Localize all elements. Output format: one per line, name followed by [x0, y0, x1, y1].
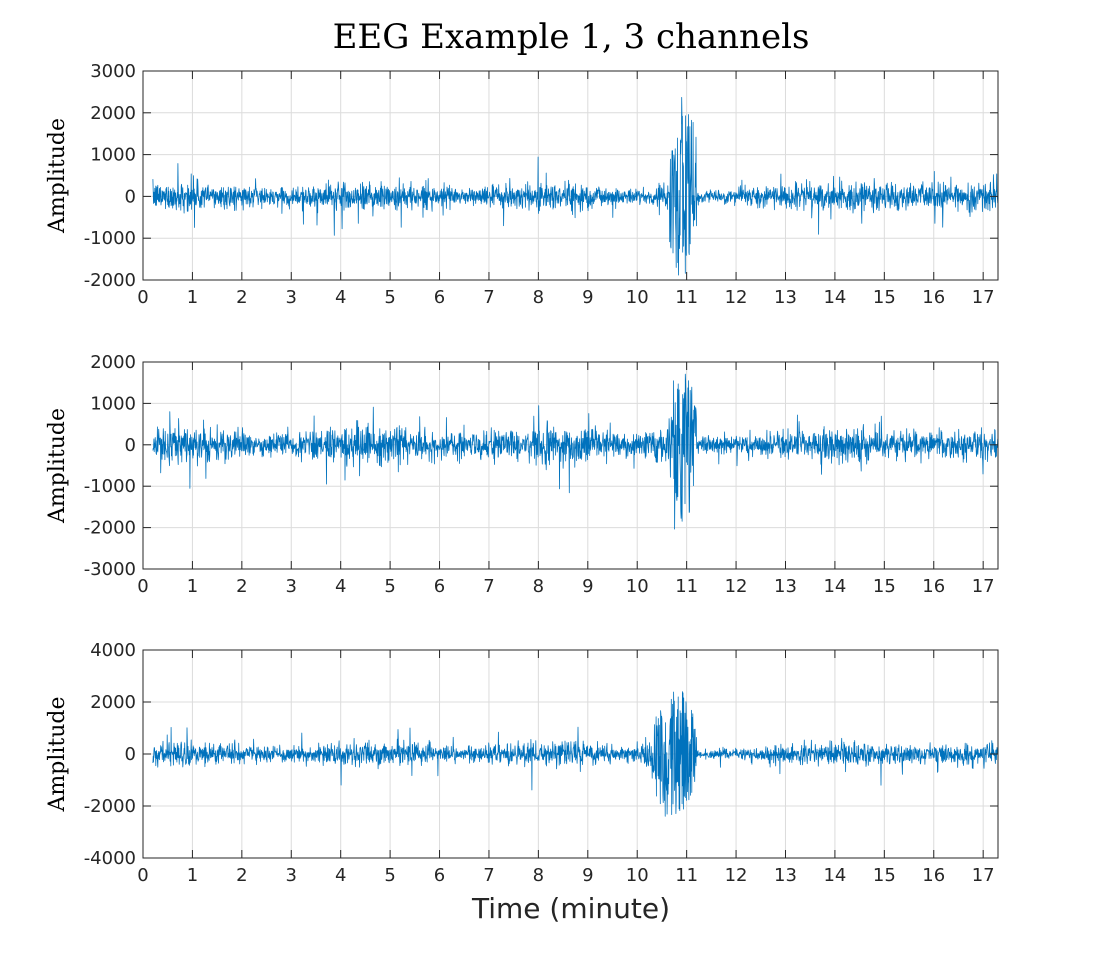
x-tick-label: 4: [335, 865, 346, 886]
x-tick-label: 9: [582, 865, 593, 886]
y-tick-label: 2000: [90, 692, 136, 713]
axes-box: [142, 361, 999, 570]
x-tick-label: 5: [384, 576, 395, 597]
x-tick-label: 3: [286, 865, 297, 886]
x-tick-label: 14: [823, 576, 846, 597]
x-tick-label: 7: [483, 865, 494, 886]
y-tick-label: -4000: [84, 848, 136, 869]
y-tick-label: 0: [125, 744, 136, 765]
y-tick-label: 4000: [90, 640, 136, 661]
axes-box: [142, 70, 999, 281]
y-axis-label: Amplitude: [45, 408, 70, 524]
x-tick-label: 14: [823, 287, 846, 308]
x-tick-label: 0: [137, 576, 148, 597]
x-tick-label: 1: [187, 865, 198, 886]
x-axis-label: Time (minute): [471, 892, 670, 925]
y-tick-label: 0: [125, 186, 136, 207]
y-tick-label: -1000: [84, 228, 136, 249]
x-tick-label: 1: [187, 576, 198, 597]
x-tick-label: 16: [922, 865, 945, 886]
signal-line-3: [152, 691, 999, 817]
x-tick-label: 12: [725, 287, 748, 308]
y-tick-label: -2000: [84, 270, 136, 291]
y-tick-label: -1000: [84, 476, 136, 497]
y-axis-label: Amplitude: [45, 696, 70, 812]
x-tick-label: 17: [972, 287, 995, 308]
x-tick-label: 3: [286, 287, 297, 308]
x-tick-label: 6: [434, 576, 445, 597]
y-tick-label: 2000: [90, 103, 136, 124]
x-tick-label: 8: [533, 865, 544, 886]
x-tick-label: 0: [137, 287, 148, 308]
x-tick-label: 12: [725, 576, 748, 597]
x-tick-label: 2: [236, 287, 247, 308]
x-tick-label: 5: [384, 865, 395, 886]
x-tick-label: 13: [774, 287, 797, 308]
x-tick-label: 13: [774, 576, 797, 597]
y-tick-label: -2000: [84, 518, 136, 539]
x-tick-label: 17: [972, 576, 995, 597]
x-tick-label: 5: [384, 287, 395, 308]
x-tick-label: 3: [286, 576, 297, 597]
y-tick-label: -2000: [84, 796, 136, 817]
x-tick-label: 17: [972, 865, 995, 886]
x-tick-label: 10: [626, 287, 649, 308]
x-tick-label: 6: [434, 287, 445, 308]
x-tick-label: 2: [236, 865, 247, 886]
x-tick-label: 15: [873, 576, 896, 597]
x-tick-label: 6: [434, 865, 445, 886]
x-tick-label: 1: [187, 287, 198, 308]
y-tick-label: 0: [125, 435, 136, 456]
x-tick-label: 4: [335, 576, 346, 597]
panels-group: 0 1 2 3 4 5 6 7 8 9 10 11 12 13 14 15 16 17-2000-10000100…: [45, 61, 999, 886]
y-axis-label: Amplitude: [45, 118, 70, 234]
signal-line-2: [152, 373, 999, 530]
x-tick-label: 2: [236, 576, 247, 597]
x-tick-label: 11: [675, 287, 698, 308]
y-tick-label: 1000: [90, 393, 136, 414]
panel-1: 0 1 2 3 4 5 6 7 8 9 10 11 12 13 14 15 16 17-2000-10000100…: [45, 61, 999, 308]
x-tick-label: 9: [582, 287, 593, 308]
y-tick-label: -3000: [84, 559, 136, 580]
panel-3: 0 1 2 3 4 5 6 7 8 9 10 11 12 13 14 15 16 17-4000-20000200…: [45, 640, 999, 886]
panel-2: 0 1 2 3 4 5 6 7 8 9 10 11 12 13 14 15 16 17-3000-2000-100…: [45, 352, 999, 597]
x-tick-label: 0: [137, 865, 148, 886]
y-tick-label: 1000: [90, 145, 136, 166]
x-tick-label: 13: [774, 865, 797, 886]
x-tick-label: 15: [873, 865, 896, 886]
x-tick-label: 14: [823, 865, 846, 886]
x-tick-label: 10: [626, 576, 649, 597]
x-tick-label: 11: [675, 576, 698, 597]
signal-line-1: [152, 97, 999, 276]
y-tick-label: 2000: [90, 352, 136, 373]
chart-title: EEG Example 1, 3 channels: [333, 17, 810, 57]
x-tick-label: 15: [873, 287, 896, 308]
x-tick-label: 8: [533, 287, 544, 308]
x-tick-label: 7: [483, 287, 494, 308]
x-tick-label: 7: [483, 576, 494, 597]
x-tick-label: 8: [533, 576, 544, 597]
x-tick-label: 11: [675, 865, 698, 886]
x-tick-label: 12: [725, 865, 748, 886]
x-tick-label: 10: [626, 865, 649, 886]
x-tick-label: 16: [922, 576, 945, 597]
x-tick-label: 9: [582, 576, 593, 597]
x-tick-label: 4: [335, 287, 346, 308]
x-tick-label: 16: [922, 287, 945, 308]
y-tick-label: 3000: [90, 61, 136, 82]
